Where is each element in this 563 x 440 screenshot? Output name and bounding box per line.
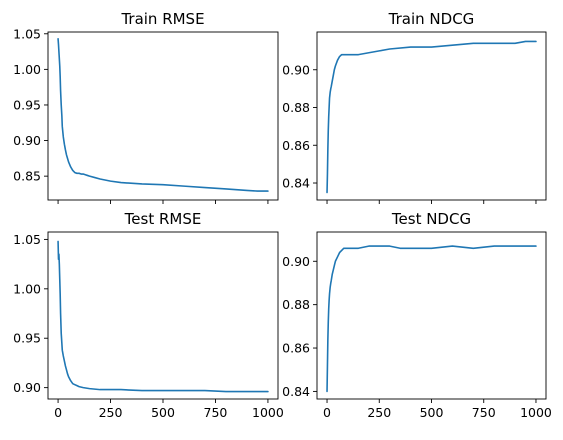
y-tick-label: 0.85 — [13, 169, 41, 184]
x-tick-label: 1000 — [520, 405, 552, 420]
y-tick-label: 0.90 — [282, 254, 310, 269]
chart-title: Test NDCG — [391, 210, 471, 228]
axes-frame — [316, 231, 547, 400]
series-line-4-1 — [326, 245, 537, 393]
subplot-3: 0.90 0.95 1.00 1.05 0 250 500 750 1000 Test RMSE — [13, 210, 284, 420]
series-line-3-1 — [57, 240, 269, 393]
x-tick-label: 1000 — [252, 405, 284, 420]
x-tick-label: 250 — [367, 405, 391, 420]
y-tick-label: 0.88 — [282, 100, 310, 115]
y-tick-label: 1.05 — [13, 26, 41, 41]
subplot-1: 0.85 0.90 0.95 1.00 1.05 Train RMSE — [13, 10, 279, 204]
y-tick-label: 1.05 — [13, 232, 41, 247]
x-tick-label: 500 — [420, 405, 444, 420]
y-tick-label: 0.95 — [13, 331, 41, 346]
x-tick-label: 250 — [99, 405, 123, 420]
y-tick-label: 0.88 — [282, 297, 310, 312]
subplot-2: 0.84 0.86 0.88 0.90 Train NDCG — [282, 10, 547, 204]
y-tick-label: 0.86 — [282, 138, 310, 153]
x-tick-label: 750 — [204, 405, 228, 420]
y-tick-label: 1.00 — [13, 281, 41, 296]
axes-frame — [47, 231, 279, 400]
y-tick-label: 0.90 — [13, 133, 41, 148]
y-tick-label: 0.86 — [282, 341, 310, 356]
chart-title: Test RMSE — [124, 210, 202, 228]
axes-frame — [316, 31, 547, 201]
y-tick-label: 0.84 — [282, 384, 310, 399]
y-tick-label: 1.00 — [13, 62, 41, 77]
chart-title: Train NDCG — [388, 10, 475, 28]
y-tick-label: 0.90 — [13, 380, 41, 395]
chart-title: Train RMSE — [120, 10, 204, 28]
y-tick-label: 0.90 — [282, 62, 310, 77]
x-tick-label: 750 — [472, 405, 496, 420]
y-tick-label: 0.84 — [282, 176, 310, 191]
x-tick-label: 500 — [151, 405, 175, 420]
series-line-1-1 — [57, 37, 269, 192]
x-tick-label: 0 — [323, 405, 331, 420]
x-tick-label: 0 — [54, 405, 62, 420]
subplot-4: 0.84 0.86 0.88 0.90 0 250 500 750 1000 Test NDCG — [282, 210, 552, 420]
series-line-2-1 — [326, 40, 537, 194]
y-tick-label: 0.95 — [13, 97, 41, 112]
